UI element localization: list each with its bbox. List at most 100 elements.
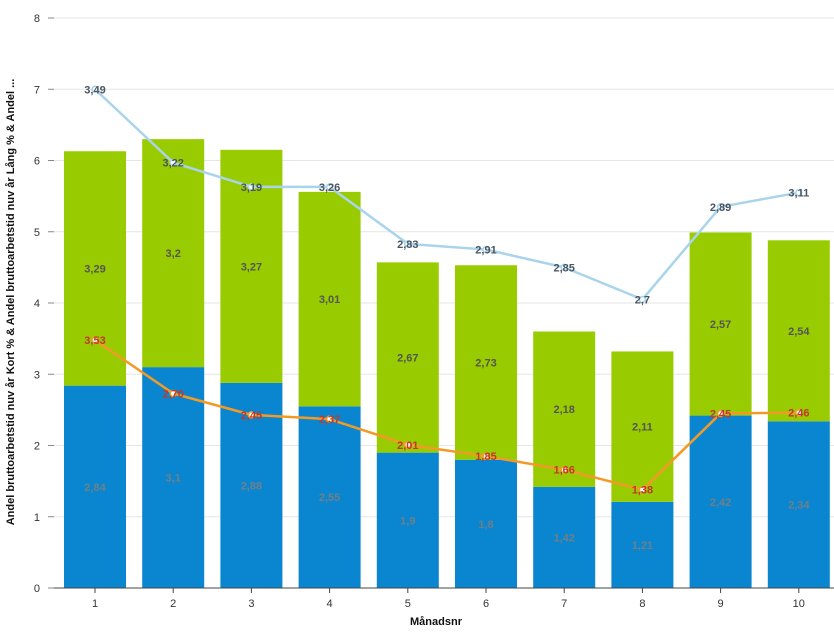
bar-value-label: 2,42 xyxy=(710,497,731,509)
bar-segment xyxy=(767,240,830,422)
x-tick-label: 2 xyxy=(170,598,176,610)
bar-segment xyxy=(142,139,205,368)
line-point xyxy=(560,263,568,272)
line-point xyxy=(325,183,334,191)
bar-segment xyxy=(298,406,361,588)
bar-value-label: 3,01 xyxy=(319,294,340,306)
line-point xyxy=(716,409,725,418)
x-tick-label: 4 xyxy=(327,598,333,610)
x-tick-label: 7 xyxy=(561,598,567,610)
bar-value-label: 2,55 xyxy=(319,492,340,504)
bar-value-label: 1,9 xyxy=(400,515,415,527)
bar-value-label: 1,21 xyxy=(632,540,653,552)
line-value-label: 2,70 xyxy=(162,388,183,400)
bar-value-label: 3,1 xyxy=(166,473,181,485)
line-point xyxy=(795,408,803,417)
line-point xyxy=(169,158,177,167)
bar-value-label: 2,67 xyxy=(397,353,418,365)
bar-segment xyxy=(533,331,596,487)
line-point xyxy=(169,389,177,398)
y-axis-title: Andel bruttoarbetstid nuv år Kort % & An… xyxy=(5,79,17,526)
line-point xyxy=(716,203,725,211)
bars xyxy=(64,139,830,588)
line-value-label: 3,53 xyxy=(84,335,105,347)
bar-value-label: 2,73 xyxy=(475,357,496,369)
y-tick-label: 4 xyxy=(34,298,40,310)
x-tick-label: 6 xyxy=(483,598,489,610)
bar-value-label: 2,57 xyxy=(710,319,731,331)
y-tick-label: 2 xyxy=(34,441,40,453)
line-point xyxy=(247,411,256,419)
line-value-label: 1,66 xyxy=(553,465,574,477)
axes: Månadsnr Andel bruttoarbetstid nuv år Ko… xyxy=(5,13,834,628)
y-tick-label: 3 xyxy=(34,369,40,381)
line-point xyxy=(638,485,647,494)
bar-segment xyxy=(533,486,596,588)
line-point xyxy=(325,415,334,423)
line-value-label: 2,7 xyxy=(635,294,650,306)
bar-value-label: 2,34 xyxy=(788,500,810,512)
bar-value-label: 2,84 xyxy=(84,482,106,494)
line-value-label: 2,83 xyxy=(397,239,418,251)
line-point xyxy=(91,85,99,93)
y-tick-label: 0 xyxy=(34,583,40,595)
line-value-label: 3,22 xyxy=(162,158,183,170)
y-tick-label: 1 xyxy=(34,512,40,524)
line-point xyxy=(482,245,490,254)
bar-segment xyxy=(376,262,439,453)
line-value-label: 3,49 xyxy=(84,84,105,96)
x-axis-title: Månadsnr xyxy=(410,616,463,628)
bar-segment xyxy=(455,459,517,588)
line-value-label: 2,91 xyxy=(475,245,496,257)
y-tick-label: 6 xyxy=(34,156,40,168)
bar-value-label: 3,2 xyxy=(166,248,181,260)
x-tick-label: 10 xyxy=(793,598,805,610)
x-tick-label: 9 xyxy=(718,598,724,610)
data-labels: 2,84 3,29 3,1 3,2 2,88 3,27 2,55 3,01 1,9 2,67 1,8… xyxy=(84,84,810,552)
line-value-label: 2,89 xyxy=(710,202,731,214)
bar-segment xyxy=(142,367,205,588)
x-tick-label: 3 xyxy=(248,598,254,610)
bar-segment xyxy=(689,232,752,416)
line-point xyxy=(560,465,568,474)
line-value-label: 2,45 xyxy=(241,410,262,422)
bar-segment xyxy=(689,415,752,588)
x-tick-label: 5 xyxy=(405,598,411,610)
line-value-label: 3,19 xyxy=(241,182,262,194)
bar-segment xyxy=(64,151,126,386)
line-value-label: 1,85 xyxy=(475,451,496,463)
bar-value-label: 1,42 xyxy=(553,532,574,544)
bar-value-label: 2,11 xyxy=(632,422,653,434)
line-value-label: 2,37 xyxy=(319,414,340,426)
line-series xyxy=(94,88,800,301)
bar-segment xyxy=(767,421,830,588)
bar-segment xyxy=(64,385,126,588)
line-point xyxy=(404,441,412,449)
bar-value-label: 2,18 xyxy=(553,404,574,416)
bar-segment xyxy=(455,265,517,460)
line-value-label: 2,46 xyxy=(788,408,809,420)
y-tick-label: 7 xyxy=(34,84,40,96)
line-point xyxy=(404,240,412,248)
line-point xyxy=(91,336,99,344)
bar-value-label: 3,29 xyxy=(84,263,105,275)
y-tick-label: 5 xyxy=(34,227,40,239)
line-point xyxy=(638,295,647,304)
x-tick-label: 8 xyxy=(639,598,645,610)
bar-value-label: 3,27 xyxy=(241,261,262,273)
line-series xyxy=(94,339,799,491)
line-value-label: 2,45 xyxy=(710,408,731,420)
bar-value-label: 1,8 xyxy=(478,519,493,531)
bar-value-label: 2,88 xyxy=(241,480,262,492)
line-value-label: 3,26 xyxy=(319,182,340,194)
line-point xyxy=(247,183,256,191)
lines xyxy=(91,85,803,494)
line-value-label: 2,01 xyxy=(397,440,418,452)
bar-segment xyxy=(611,351,674,502)
bar-segment xyxy=(611,501,674,588)
line-value-label: 3,11 xyxy=(788,188,809,200)
bar-segment xyxy=(376,452,439,588)
line-value-label: 1,38 xyxy=(632,485,653,497)
